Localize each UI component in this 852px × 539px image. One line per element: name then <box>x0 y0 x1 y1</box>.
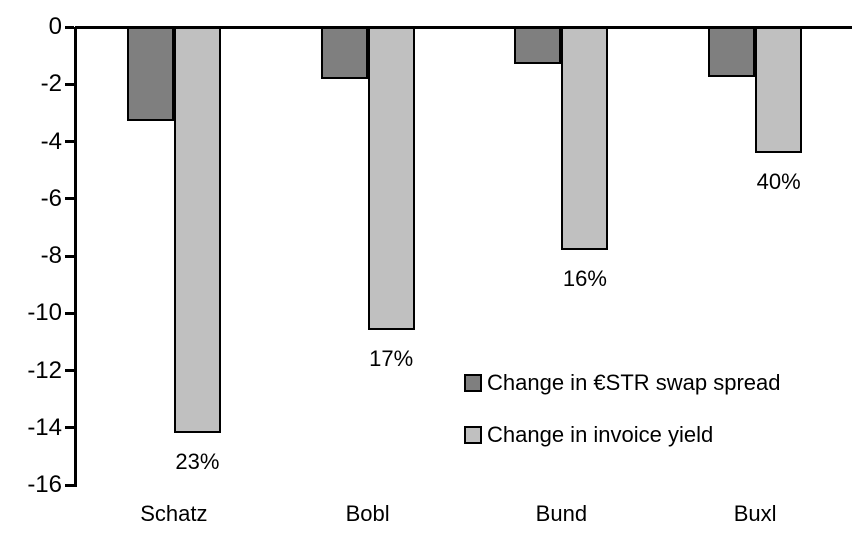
y-axis-tick <box>65 82 74 86</box>
bar-bund-series-1 <box>514 27 562 65</box>
x-axis-line <box>75 25 852 29</box>
bar-bund-series-2 <box>561 27 609 251</box>
x-axis-category-label: Buxl <box>733 501 777 526</box>
legend-label-2: Change in invoice yield <box>487 422 714 447</box>
bar-buxl-series-1 <box>708 27 756 78</box>
bar-bobl-series-2 <box>367 27 415 331</box>
legend-swatch-1 <box>464 374 482 392</box>
data-label-schatz: 23% <box>175 449 220 475</box>
x-axis-category-label: Bund <box>535 501 588 526</box>
y-axis-tick <box>65 311 74 315</box>
legend-item-1: Change in €STR swap spread <box>464 372 781 394</box>
legend-label-1: Change in €STR swap spread <box>487 370 781 395</box>
legend-item-2: Change in invoice yield <box>464 424 781 446</box>
y-axis-tick-label: -10 <box>27 299 62 327</box>
y-axis-tick-label: -8 <box>40 242 62 269</box>
y-axis-tick <box>65 197 74 201</box>
bar-bobl-series-1 <box>320 27 368 79</box>
y-axis-tick-label: -4 <box>40 127 62 155</box>
y-axis-tick <box>65 140 74 143</box>
legend: Change in €STR swap spread Change in invo… <box>464 372 781 476</box>
x-axis-category-label: Schatz <box>140 501 208 526</box>
y-axis-tick <box>65 369 74 372</box>
y-axis-tick-label: -14 <box>27 413 62 441</box>
data-label-bund: 16% <box>562 266 607 292</box>
y-axis-tick <box>65 254 74 258</box>
y-axis-tick-label: -6 <box>40 184 62 212</box>
bar-schatz-series-1 <box>126 27 174 122</box>
bar-buxl-series-2 <box>755 27 803 153</box>
y-axis-tick-label: -2 <box>40 70 62 98</box>
data-label-bobl: 17% <box>369 346 414 372</box>
y-axis-tick-label: -12 <box>27 356 62 384</box>
bar-schatz-series-2 <box>173 27 221 434</box>
y-axis-line <box>74 27 77 487</box>
y-axis-tick <box>65 426 74 430</box>
y-axis-tick <box>65 483 74 487</box>
y-axis-tick <box>65 25 74 29</box>
data-label-buxl: 40% <box>756 168 801 194</box>
x-axis-category-label: Bobl <box>345 501 390 526</box>
y-axis-tick-label: 0 <box>48 13 62 40</box>
y-axis-tick-label: -16 <box>27 471 62 498</box>
legend-swatch-2 <box>464 426 482 444</box>
